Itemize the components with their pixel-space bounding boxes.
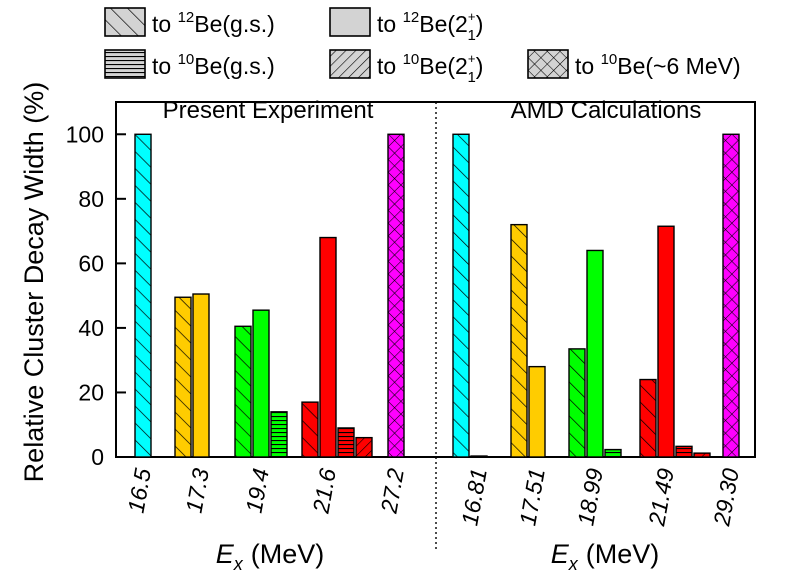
bar-be12_gs	[134, 133, 152, 458]
bar-be12_2p	[586, 249, 604, 458]
legend-swatch	[329, 7, 371, 37]
bar-be12_gs	[510, 223, 528, 458]
bar-be12_gs	[639, 378, 657, 458]
bar-be12_2p	[319, 236, 337, 458]
x-tick-label: 16.5	[123, 466, 156, 515]
bar-be10_gs	[675, 445, 693, 458]
legend-swatch	[329, 49, 371, 79]
legend-item-be10_2p: to 10Be(2+ 1)	[329, 49, 483, 86]
x-tick-label: 29.30	[708, 466, 744, 528]
bar-be12_gs	[301, 401, 319, 458]
bar-be10_6	[722, 133, 740, 458]
x-tick-label: 17.51	[514, 466, 550, 527]
bars-layer	[134, 133, 740, 458]
legend-swatch	[104, 49, 146, 79]
legend-label: to 10Be(2+ 1)	[377, 51, 483, 86]
bar-be12_gs	[234, 325, 252, 458]
x-tick-label: 27.2	[375, 466, 409, 516]
x-axis-title-left: Ex (MeV)	[216, 539, 325, 572]
x-tick-labels: 16.5 17.3 19.4 21.6 27.2 16.81 17.51 18.99 21.49…	[123, 466, 744, 528]
bar-be10_gs	[604, 448, 622, 458]
legend-item-be12_gs: to 12Be(g.s.)	[104, 7, 275, 37]
bar-be10_2p	[355, 436, 373, 458]
x-tick-label: 17.3	[181, 466, 214, 515]
y-tick-label: 60	[78, 250, 104, 276]
y-tick-label: 20	[78, 379, 104, 405]
x-tick-label: 16.81	[456, 466, 492, 527]
legend-swatch	[527, 49, 569, 79]
y-axis-title: Relative Cluster Decay Width (%)	[19, 82, 49, 483]
legend-item-be12_2p: to 12Be(2+ 1)	[329, 7, 483, 44]
x-tick-label: 21.6	[307, 466, 341, 516]
y-axis: 0 20 40 60 80 100	[66, 121, 126, 470]
bar-be12_gs	[174, 296, 192, 458]
bar-be12_2p	[528, 365, 546, 458]
x-tick-label: 21.49	[643, 466, 679, 528]
x-tick-label: 18.99	[572, 466, 608, 527]
y-tick-label: 80	[78, 186, 104, 212]
bar-be12_2p	[470, 455, 488, 458]
bar-be10_2p	[693, 452, 711, 458]
x-axis-title-right: Ex (MeV)	[551, 539, 660, 572]
legend-item-be10_gs: to 10Be(g.s.)	[104, 49, 275, 79]
bar-be10_6	[387, 133, 405, 458]
panel-title-left: Present Experiment	[163, 97, 374, 124]
bar-be12_2p	[252, 309, 270, 458]
legend-label: to 12Be(g.s.)	[152, 9, 275, 37]
legend-swatch	[104, 7, 146, 37]
legend-label: to 10Be(g.s.)	[152, 51, 275, 79]
x-tick-label: 19.4	[241, 466, 274, 515]
bar-be12_2p	[657, 225, 675, 458]
legend: to 12Be(g.s.) to 12Be(2+ 1) to 10Be(g.s.) to…	[104, 7, 741, 86]
y-tick-label: 40	[78, 315, 104, 341]
bar-be10_gs	[270, 411, 288, 458]
legend-label: to 12Be(2+ 1)	[377, 9, 483, 44]
legend-item-be10_6: to 10Be(~6 MeV)	[527, 49, 741, 79]
panel-title-right: AMD Calculations	[511, 97, 702, 124]
legend-label: to 10Be(~6 MeV)	[575, 51, 741, 79]
bar-be12_gs	[568, 348, 586, 458]
bar-be10_gs	[337, 427, 355, 458]
bar-be12_2p	[192, 293, 210, 458]
y-tick-label: 0	[91, 444, 104, 470]
bar-be12_gs	[452, 133, 470, 458]
y-tick-label: 100	[66, 121, 104, 147]
